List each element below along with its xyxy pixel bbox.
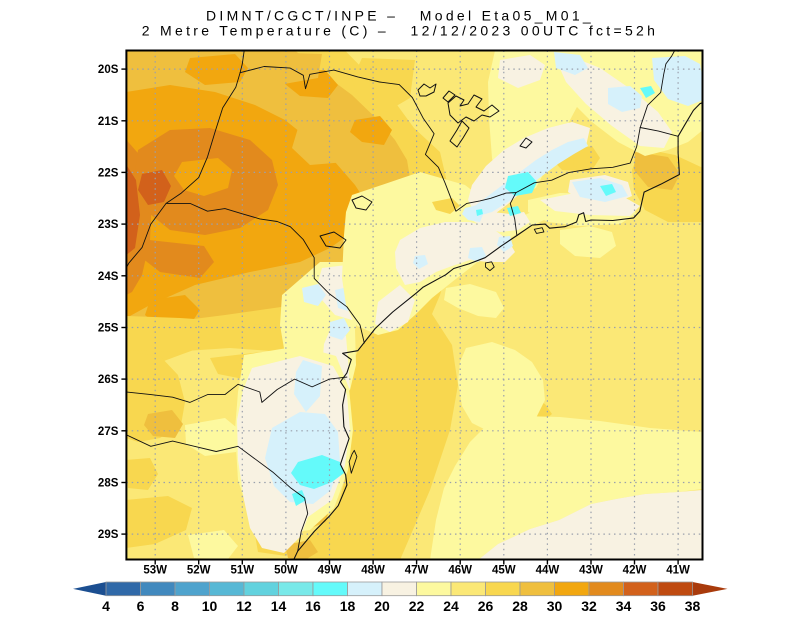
svg-text:22S: 22S [98, 167, 119, 179]
svg-text:32: 32 [581, 598, 597, 614]
svg-text:41W: 41W [666, 565, 690, 577]
svg-text:38: 38 [685, 598, 701, 614]
svg-text:24: 24 [443, 598, 459, 614]
svg-text:45W: 45W [492, 565, 516, 577]
svg-text:28S: 28S [98, 478, 119, 490]
svg-text:51W: 51W [230, 565, 254, 577]
svg-text:23S: 23S [98, 219, 119, 231]
svg-text:36: 36 [650, 598, 666, 614]
svg-text:4: 4 [102, 598, 110, 614]
svg-text:12: 12 [236, 598, 252, 614]
svg-text:28: 28 [512, 598, 528, 614]
svg-text:10: 10 [202, 598, 218, 614]
svg-text:47W: 47W [405, 565, 429, 577]
svg-text:14: 14 [271, 598, 287, 614]
svg-text:26: 26 [478, 598, 494, 614]
svg-text:8: 8 [171, 598, 179, 614]
svg-text:24S: 24S [98, 271, 119, 283]
svg-text:DIMNT/CGCT/INPE – Model Eta0: DIMNT/CGCT/INPE – Model Eta05_M01_ [206, 8, 594, 24]
svg-text:52W: 52W [187, 565, 211, 577]
svg-text:34: 34 [616, 598, 632, 614]
svg-text:29S: 29S [98, 529, 119, 541]
svg-text:16: 16 [305, 598, 321, 614]
svg-text:22: 22 [409, 598, 425, 614]
svg-text:18: 18 [340, 598, 356, 614]
svg-text:30: 30 [547, 598, 563, 614]
svg-text:20: 20 [374, 598, 390, 614]
svg-text:2 Metre Temperature (C) – 12: 2 Metre Temperature (C) – 12/12/2023 00U… [142, 23, 658, 39]
svg-text:27S: 27S [98, 426, 119, 438]
svg-text:50W: 50W [274, 565, 298, 577]
svg-text:42W: 42W [623, 565, 647, 577]
svg-text:53W: 53W [143, 565, 167, 577]
svg-text:6: 6 [137, 598, 145, 614]
svg-text:46W: 46W [448, 565, 472, 577]
svg-text:48W: 48W [361, 565, 385, 577]
svg-text:25S: 25S [98, 323, 119, 335]
svg-text:21S: 21S [98, 116, 119, 128]
svg-text:44W: 44W [536, 565, 560, 577]
svg-text:20S: 20S [98, 64, 119, 76]
svg-text:49W: 49W [318, 565, 342, 577]
svg-text:43W: 43W [579, 565, 603, 577]
svg-text:26S: 26S [98, 374, 119, 386]
